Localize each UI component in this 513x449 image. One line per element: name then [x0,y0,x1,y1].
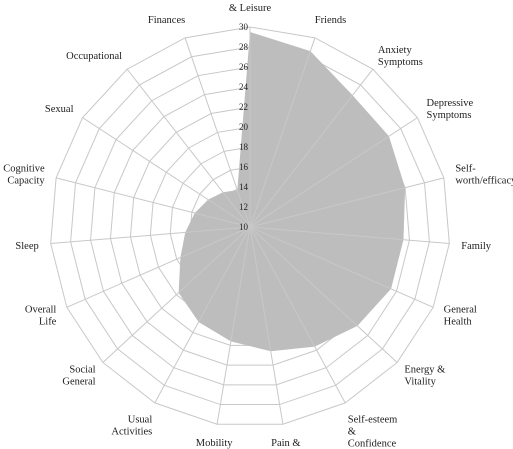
tick-label-14: 14 [239,182,249,192]
spoke-15 [55,177,251,228]
category-label-12: Social General [62,365,95,388]
spoke-4 [249,177,445,228]
category-label-14: Sleep [15,241,38,252]
spoke-3 [249,117,418,228]
category-label-11: Usual Activities [111,415,152,438]
tick-label-20: 20 [239,122,249,132]
tick-label-22: 22 [239,102,248,112]
category-label-9: Pain &Discomfort [262,438,310,449]
category-label-0: Recreation& Leisure [227,0,273,14]
category-label-3: Depressive Symptoms [427,98,474,121]
category-label-13: Overall Life [25,305,57,328]
tick-label-24: 24 [239,82,249,92]
spoke-8 [249,226,346,404]
category-label-18: Finances [148,15,185,26]
category-label-5: Family [461,241,492,252]
spoke-6 [249,226,434,308]
spoke-1 [249,37,316,228]
spoke-10 [216,226,251,425]
series-layer [178,32,406,352]
tick-label-28: 28 [239,42,249,52]
spoke-12 [102,226,251,363]
category-label-4: Self-worth/efficacy [455,163,513,186]
tick-label-16: 16 [239,162,249,172]
tick-label-26: 26 [239,62,249,72]
spoke-13 [66,226,251,308]
spoke-17 [126,68,251,228]
spoke-16 [82,117,251,228]
category-label-1: Friends [315,15,347,26]
spoke-18 [184,37,251,228]
category-label-6: General Health [444,305,477,328]
grid-ring-30 [50,26,450,425]
category-label-10: Mobility [196,438,234,449]
spoke-5 [249,226,450,245]
category-label-15: Cognitive Capacity [3,163,45,186]
category-labels: Recreation& Leisure Friends AnxietySymptom… [3,0,513,449]
spoke-7 [249,226,398,363]
category-label-16: Sexual [45,104,74,115]
spoke-2 [249,68,374,228]
spoke-9 [249,226,284,425]
tick-labels: 10 12 14 16 18 20 22 24 26 28 30 [239,22,249,232]
tick-label-12: 12 [239,202,248,212]
category-label-2: Anxiety Symptoms [378,45,423,68]
tick-label-18: 18 [239,142,249,152]
tick-label-30: 30 [239,22,249,32]
spoke-14 [50,226,251,245]
category-label-8: Self-esteem & Confidence [348,415,398,449]
series-area-0 [178,32,406,352]
category-label-17: Occupational [66,51,122,62]
category-label-7: Energy & Vitality [404,365,445,388]
tick-label-10: 10 [239,222,249,232]
grid-ring-28 [70,46,430,406]
spoke-11 [154,226,251,404]
